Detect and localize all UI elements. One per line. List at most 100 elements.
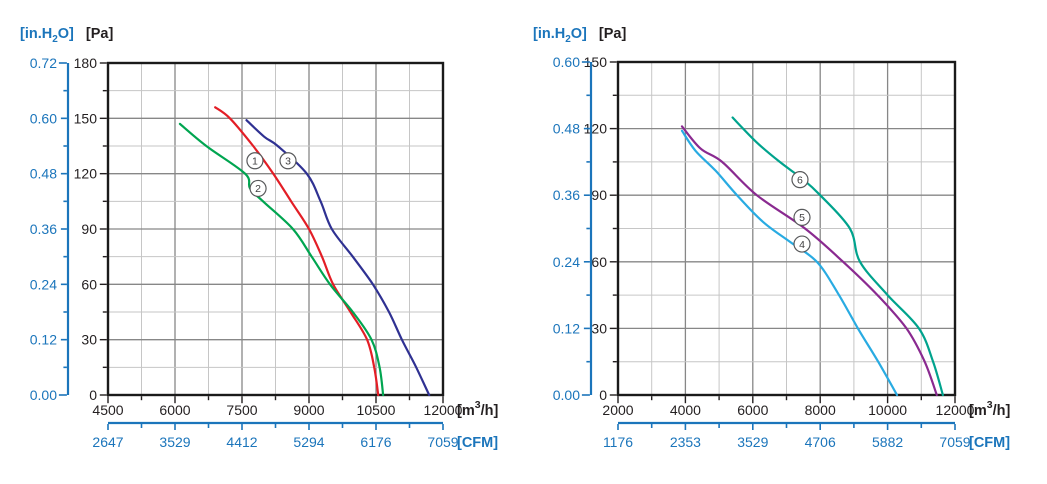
x2-axis bbox=[617, 421, 956, 430]
chart-right-plot: 2000 4000 6000 8000 10000 1200003060901201500… bbox=[553, 54, 1011, 451]
y2-tick-label: 0.60 bbox=[30, 110, 57, 126]
curve-badge-circle bbox=[793, 235, 811, 253]
y-axis-ticks bbox=[99, 62, 107, 396]
y-tick-label: 0 bbox=[89, 387, 97, 403]
curve-1 bbox=[214, 106, 380, 397]
chart-right-axis-titles: [in.H2O] [Pa] bbox=[533, 26, 626, 45]
curve-badge-number: 2 bbox=[255, 183, 261, 195]
curve-badge-circle bbox=[791, 171, 809, 189]
y2-tick-label: 0.72 bbox=[30, 55, 57, 71]
x2-tick-label: 4706 bbox=[805, 434, 836, 450]
y-tick-label: 120 bbox=[74, 166, 98, 182]
x2-tick-label: 7059 bbox=[427, 434, 458, 450]
curve-3 bbox=[245, 119, 431, 397]
x-tick-label: 6000 bbox=[737, 402, 768, 418]
plot-frame bbox=[106, 61, 445, 397]
y2-tick-label: 0.24 bbox=[30, 276, 57, 292]
x-tick-label: 12000 bbox=[936, 402, 975, 418]
y2-axis-title: [in.H2O] bbox=[20, 26, 74, 45]
curve-badge-5: 5 bbox=[793, 208, 811, 226]
y-tick-label: 150 bbox=[74, 110, 98, 126]
curve-badge-number: 3 bbox=[285, 156, 291, 168]
curve-badge-number: 4 bbox=[799, 239, 805, 251]
curve-badge-number: 6 bbox=[797, 174, 803, 186]
x-tick-label: 10500 bbox=[357, 402, 396, 418]
x-tick-label: 6000 bbox=[159, 402, 190, 418]
y2-tick-label: 0.12 bbox=[30, 332, 57, 348]
grid bbox=[108, 63, 443, 395]
grid bbox=[618, 62, 955, 395]
y-tick-label: 90 bbox=[591, 187, 607, 203]
curve-5 bbox=[680, 125, 938, 397]
x-tick-label: 8000 bbox=[805, 402, 836, 418]
x2-tick-label: 7059 bbox=[939, 434, 970, 450]
x2-tick-label: 5882 bbox=[872, 434, 903, 450]
y2-tick-label: 0.48 bbox=[30, 166, 57, 182]
x2-axis-title: [CFM] bbox=[969, 435, 1010, 451]
y2-tick-label: 0.00 bbox=[30, 387, 57, 403]
x-tick-label: 2000 bbox=[602, 402, 633, 418]
x-tick-label: 4500 bbox=[92, 402, 123, 418]
y2-tick-label: 0.36 bbox=[30, 221, 57, 237]
x-tick-label: 10000 bbox=[868, 402, 907, 418]
curve-badge-4: 4 bbox=[793, 235, 811, 253]
y-axis-title: [Pa] bbox=[85, 26, 114, 42]
curve-badge-circle bbox=[793, 208, 811, 226]
curve-2 bbox=[178, 122, 385, 397]
x-axis-ticks bbox=[107, 396, 444, 404]
curve-badge-circle bbox=[279, 152, 297, 170]
y-tick-label: 180 bbox=[74, 55, 98, 71]
y2-axis bbox=[581, 61, 593, 396]
y-tick-label: 0 bbox=[599, 387, 607, 403]
y2-tick-label: 0.24 bbox=[553, 254, 580, 270]
y-tick-label: 30 bbox=[81, 332, 97, 348]
y2-tick-label: 0.36 bbox=[553, 187, 580, 203]
x-tick-label: 4000 bbox=[670, 402, 701, 418]
x2-tick-label: 2353 bbox=[670, 434, 701, 450]
y2-tick-label: 0.60 bbox=[553, 54, 580, 70]
y2-tick-label: 0.48 bbox=[553, 121, 580, 137]
x-tick-label: 7500 bbox=[226, 402, 257, 418]
x2-tick-label: 3529 bbox=[159, 434, 190, 450]
x2-tick-label: 6176 bbox=[360, 434, 391, 450]
y-tick-label: 30 bbox=[591, 320, 607, 336]
curve-badge-2: 2 bbox=[249, 179, 267, 198]
curve-4 bbox=[680, 129, 899, 397]
chart-left-plot: 4500 6000 7500 9000 10500 12000 0 30 60 90 120 150 1… bbox=[30, 55, 499, 451]
y2-tick-label: 0.00 bbox=[553, 387, 580, 403]
x2-tick-label: 5294 bbox=[293, 434, 324, 450]
x-axis-title: [m3/h] bbox=[457, 399, 498, 419]
x2-tick-label: 2647 bbox=[92, 434, 123, 450]
x2-axis-title: [CFM] bbox=[457, 435, 498, 451]
chart-left-axis-titles: [in.H2O] [Pa] bbox=[20, 26, 113, 45]
curve-badge-number: 5 bbox=[799, 212, 805, 224]
chart-right: [in.H2O] [Pa] 2000 4000 6000 8000 10000 12000 0… bbox=[523, 0, 1047, 484]
chart-left: [in.H2O] [Pa] 4500 6000 7500 9000 10500 12000 0… bbox=[0, 0, 523, 484]
x2-tick-label: 3529 bbox=[737, 434, 768, 450]
y-axis-title: [Pa] bbox=[598, 26, 627, 42]
x2-tick-label: 1176 bbox=[603, 434, 633, 450]
y2-axis-title: [in.H2O] bbox=[533, 26, 587, 45]
y-tick-label: 90 bbox=[81, 221, 97, 237]
y-axis-ticks bbox=[609, 61, 617, 396]
curve-6 bbox=[731, 116, 944, 397]
y-tick-label: 60 bbox=[81, 276, 97, 292]
curve-badge-number: 1 bbox=[252, 156, 258, 168]
curve-badge-3: 3 bbox=[279, 152, 297, 170]
x-axis-title: [m3/h] bbox=[969, 399, 1010, 419]
x2-axis bbox=[107, 421, 444, 430]
y2-tick-label: 0.12 bbox=[553, 320, 580, 336]
curve-badge-1: 1 bbox=[246, 152, 264, 170]
y2-axis bbox=[58, 62, 70, 396]
plot-frame bbox=[616, 60, 957, 397]
curve-badge-6: 6 bbox=[791, 171, 809, 189]
curve-badge-circle bbox=[249, 179, 267, 198]
curve-badge-circle bbox=[246, 152, 264, 170]
x-tick-label: 9000 bbox=[293, 402, 324, 418]
x-tick-label: 12000 bbox=[424, 402, 463, 418]
x2-tick-label: 4412 bbox=[226, 434, 257, 450]
y-tick-label: 150 bbox=[584, 54, 608, 70]
x-axis-ticks bbox=[617, 396, 956, 404]
y-tick-label: 60 bbox=[591, 254, 607, 270]
